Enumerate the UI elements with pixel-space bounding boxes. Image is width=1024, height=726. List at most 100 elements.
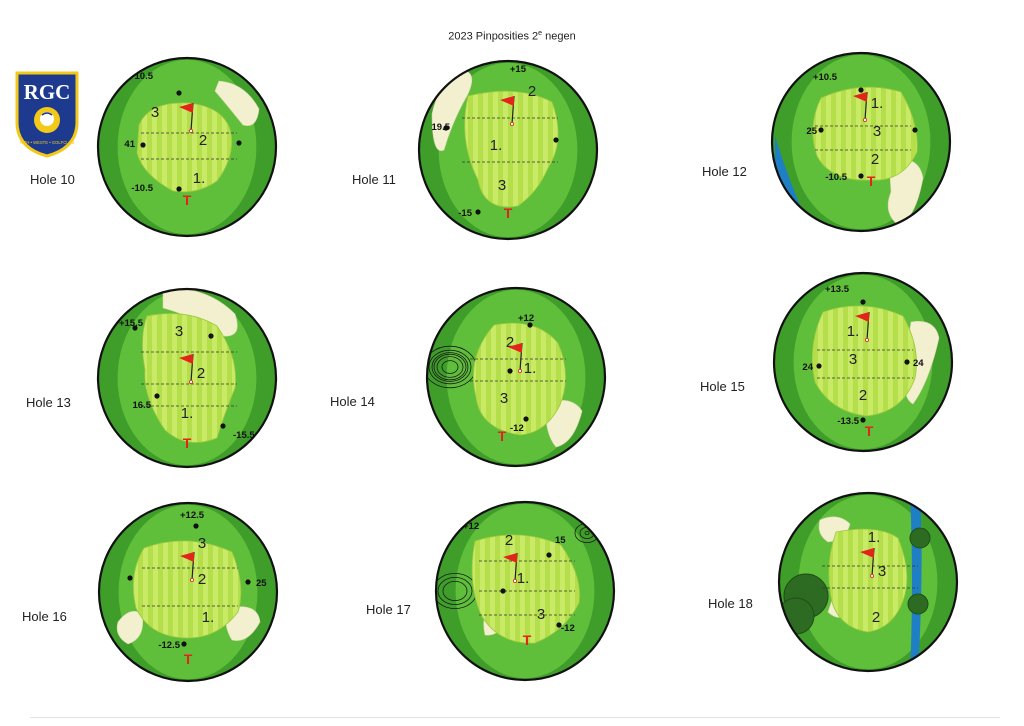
green-section-3: 3 <box>500 390 508 407</box>
measurement-label: -15 <box>458 208 472 219</box>
green-section-1: 1. <box>193 170 206 187</box>
distance-marker <box>176 90 182 96</box>
distance-marker <box>220 423 226 429</box>
club-logo-icon: RGC RITH • WESTE • GOLFCLUB <box>15 71 79 158</box>
pin-flag-icon <box>180 551 195 582</box>
measurement-label: -15.5 <box>233 430 255 441</box>
pin-flag-icon <box>179 353 194 385</box>
hole-15-label: Hole 15 <box>700 379 745 394</box>
measurement-label: 25 <box>806 126 817 137</box>
pin-flag-icon <box>855 311 870 342</box>
hole-14-map: 2 1. 3 +12 -12T <box>425 286 607 468</box>
distance-marker <box>245 579 251 585</box>
measurement-label: 25 <box>256 578 267 589</box>
pin-flag-icon <box>500 95 515 126</box>
green-section-2: 2 <box>197 365 205 382</box>
putting-green <box>811 305 917 417</box>
putting-green <box>464 90 559 208</box>
hole-10-map: 3 2 1. +10.5 41 -10.5 T <box>96 56 278 238</box>
distance-marker <box>176 186 182 192</box>
putting-green <box>473 322 566 436</box>
measurement-label: -10.5 <box>825 172 847 183</box>
measurement-label: 41 <box>124 139 135 150</box>
measurement-label: 15 <box>555 535 566 546</box>
tee-marker: T <box>867 173 876 189</box>
pin-flag-icon <box>179 102 194 133</box>
distance-marker <box>527 322 533 328</box>
distance-marker <box>546 552 552 558</box>
hole-18-label: Hole 18 <box>708 596 753 611</box>
measurement-label: +15.5 <box>119 318 144 329</box>
distance-marker <box>860 417 866 423</box>
green-section-3: 3 <box>873 123 881 140</box>
distance-marker <box>181 641 187 647</box>
hole-18-map: 1.32 <box>777 491 959 673</box>
distance-marker <box>475 209 481 215</box>
hole-17-label: Hole 17 <box>366 602 411 617</box>
putting-green <box>142 313 236 443</box>
tee-marker: T <box>184 651 193 667</box>
distance-marker <box>858 173 864 179</box>
measurement-label: -12 <box>561 623 575 634</box>
green-section-1: 1. <box>517 570 530 587</box>
distance-marker <box>816 363 822 369</box>
distance-marker <box>208 333 214 339</box>
distance-marker <box>860 299 866 305</box>
distance-marker <box>507 368 513 374</box>
measurement-label: +12 <box>463 521 479 532</box>
distance-marker <box>818 127 824 133</box>
tree-icon <box>907 593 929 615</box>
distance-marker <box>443 125 449 131</box>
measurement-label: 24 <box>802 362 813 373</box>
hole-17-map: 2 1. 3 +12 15 -12 T <box>434 500 616 682</box>
green-section-2: 2 <box>198 571 206 588</box>
hole-11-label: Hole 11 <box>352 172 396 187</box>
tee-marker: T <box>504 205 513 221</box>
hole-13-label: Hole 13 <box>26 395 71 410</box>
measurement-label: 24 <box>913 358 924 369</box>
tree-icon <box>779 597 815 635</box>
hole-11-map: 2 1. 3 +15 19.5 -15 T <box>417 59 599 241</box>
tee-marker: T <box>523 632 532 648</box>
page-bottom-rule <box>30 717 1000 718</box>
green-section-2: 2 <box>528 83 536 100</box>
green-section-3: 3 <box>537 606 545 623</box>
putting-green <box>136 102 233 193</box>
hole-13-map: 3 2 1. +15.5 16.5 -15.5 T <box>96 287 278 469</box>
tee-marker: T <box>183 435 192 451</box>
green-section-1: 1. <box>181 405 194 422</box>
green-section-1: 1. <box>202 609 215 626</box>
measurement-label: +10.5 <box>129 71 154 82</box>
green-section-2: 2 <box>859 387 867 404</box>
measurement-label: -10.5 <box>131 183 153 194</box>
measurement-label: -13.5 <box>837 416 859 427</box>
measurement-label: +10.5 <box>813 72 838 83</box>
putting-green <box>812 86 918 181</box>
distance-marker <box>127 575 133 581</box>
hole-12-label: Hole 12 <box>702 164 747 179</box>
green-section-1: 1. <box>847 323 860 340</box>
measurement-label: +12 <box>518 313 534 324</box>
svg-text:RGC: RGC <box>24 80 71 104</box>
pin-flag-icon <box>503 552 518 583</box>
distance-marker <box>556 622 562 628</box>
green-section-2: 2 <box>872 609 880 626</box>
putting-green <box>471 534 580 644</box>
distance-marker <box>193 523 199 529</box>
bunker <box>214 80 260 126</box>
putting-green <box>828 528 908 633</box>
distance-marker <box>132 325 138 331</box>
green-section-1: 1. <box>524 360 537 377</box>
pin-flag-icon <box>853 91 868 122</box>
measurement-label: +13.5 <box>825 284 850 295</box>
green-section-1: 1. <box>490 137 503 154</box>
measurement-label: +12.5 <box>180 510 205 521</box>
distance-marker <box>553 137 559 143</box>
green-section-1: 1. <box>868 529 881 546</box>
green-section-2: 2 <box>506 334 514 351</box>
pin-flag-icon <box>860 547 875 579</box>
putting-green <box>132 540 242 639</box>
measurement-label: 19.5 <box>432 122 451 133</box>
green-section-1: 1. <box>871 95 884 112</box>
distance-marker <box>523 416 529 422</box>
